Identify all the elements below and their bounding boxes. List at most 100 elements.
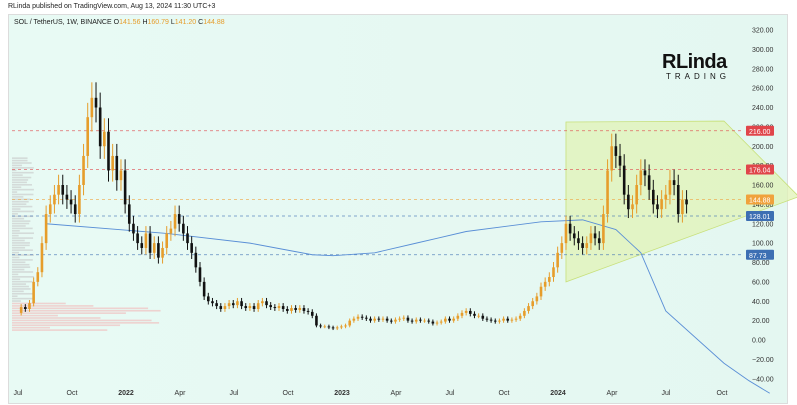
price-badge: 87.73 (746, 249, 774, 260)
candle-body (111, 155, 114, 171)
candle-body (377, 318, 381, 320)
volume-profile-bar (12, 237, 34, 239)
candle-body (198, 267, 202, 282)
x-tick-label: Oct (283, 390, 294, 397)
price-badge-label: 176.04 (749, 168, 771, 175)
volume-profile-bar (12, 181, 27, 184)
candle-body (173, 214, 177, 229)
price-badge-label: 144.88 (749, 198, 771, 205)
y-tick-label: 300.00 (752, 47, 774, 54)
volume-profile-bar (12, 295, 18, 298)
y-tick-label: 0.00 (752, 338, 766, 345)
volume-profile-bar (12, 188, 34, 191)
candle-body (506, 318, 510, 321)
candle-body (98, 107, 102, 147)
price-badge-label: 216.00 (749, 129, 771, 136)
volume-profile-bar (12, 186, 22, 189)
y-tick-label: −40.00 (752, 376, 774, 383)
candle-body (119, 170, 123, 181)
candle-body (61, 185, 65, 195)
candle-body (132, 223, 135, 234)
candle-body (627, 194, 630, 210)
candle-body (548, 277, 551, 282)
volume-profile-bar (12, 254, 34, 256)
legend-open-label: O (113, 19, 120, 26)
volume-profile-bar (12, 198, 31, 201)
candle-body (610, 146, 614, 171)
volume-profile-bar (12, 285, 29, 288)
candle-body (223, 306, 227, 309)
volume-profile-bar (12, 164, 22, 167)
candle-body (28, 303, 31, 309)
volume-profile-bar (12, 193, 34, 196)
candle-body (477, 315, 480, 317)
published-caption: RLinda published on TradingView.com, Aug… (8, 3, 216, 10)
price-badge-bg (746, 211, 774, 221)
candle-body (265, 301, 268, 306)
candle-body (489, 319, 493, 321)
volume-profile-bar (12, 317, 101, 319)
candle-body (57, 185, 60, 195)
legend-symbol: SOL / TetherUS, 1W, BINANCE (14, 19, 112, 26)
y-tick-label: 80.00 (752, 260, 770, 267)
candle-body (618, 155, 622, 166)
volume-profile-bar (12, 290, 24, 293)
candle-body (510, 319, 514, 321)
candle-body (502, 318, 505, 321)
y-tick-label: 60.00 (752, 279, 770, 286)
volume-profile-bar (12, 244, 30, 247)
candle-body (231, 303, 235, 306)
candle-body (444, 318, 447, 322)
candle-body (340, 326, 343, 328)
candle-body (423, 320, 426, 322)
candle-body (452, 318, 455, 321)
volume-profile-bar (12, 196, 24, 198)
candle-body (24, 307, 27, 309)
candle-body (552, 267, 555, 278)
volume-profile-bar (12, 259, 33, 261)
volume-profile-bar (12, 271, 34, 273)
volume-profile-bar (12, 210, 34, 213)
price-badge-bg (746, 125, 774, 136)
x-tick-label: Apr (391, 390, 403, 397)
volume-profile-bar (12, 191, 18, 193)
legend-close-label: C (198, 19, 204, 26)
candle-body (402, 317, 406, 319)
candle-body (419, 319, 422, 321)
volume-profile-bar (12, 200, 29, 203)
volume-profile-bar (12, 167, 34, 169)
candle-body (78, 185, 81, 215)
candle-body (348, 320, 352, 326)
x-tick-label: Jul (14, 390, 23, 397)
candle-body (543, 281, 547, 287)
candle-body (439, 321, 443, 323)
volume-profile-bar (12, 246, 26, 249)
volume-profile-bar (12, 288, 31, 290)
volume-profile-bar (12, 174, 23, 176)
volume-profile-bar (12, 309, 161, 312)
candle-body (564, 223, 568, 244)
volume-profile-bar (12, 157, 28, 159)
candle-body (660, 199, 663, 210)
x-tick-label: Apr (175, 390, 187, 397)
volume-profile-bar (12, 203, 27, 205)
volume-profile-bar (12, 302, 66, 305)
candle-body (207, 296, 210, 302)
candle-body (82, 155, 85, 185)
candle-body (103, 131, 106, 147)
volume-profile-bar (12, 292, 34, 295)
volume-profile-bar (12, 305, 94, 307)
candle-body (215, 303, 218, 307)
volume-profile-bar (12, 329, 108, 331)
volume-profile-bar (12, 242, 30, 244)
candle-body (65, 194, 69, 200)
candle-body (664, 194, 668, 200)
price-badge-bg (746, 164, 774, 175)
x-tick-label: Apr (607, 390, 619, 397)
candle-body (152, 243, 156, 253)
candle-body (473, 313, 476, 316)
volume-profile-bar (12, 266, 31, 268)
candle-body (202, 281, 206, 297)
candle-body (115, 155, 119, 181)
